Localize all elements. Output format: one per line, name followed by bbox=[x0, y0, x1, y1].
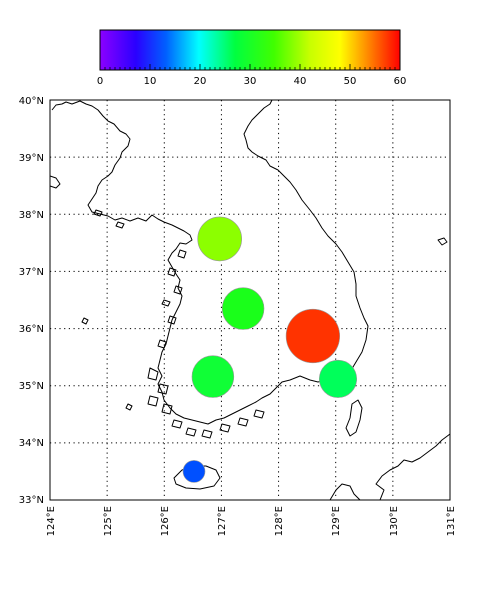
longitude-label: 126°E bbox=[160, 506, 171, 536]
ulleungdo-coastline bbox=[437, 237, 448, 246]
latitude-label: 36°N bbox=[19, 324, 44, 335]
west-coast-islands bbox=[81, 209, 265, 439]
longitude-label: 127°E bbox=[217, 506, 228, 536]
colorbar-tick-label: 10 bbox=[144, 76, 157, 87]
longitude-label: 131°E bbox=[446, 506, 457, 536]
latitude-label: 37°N bbox=[19, 267, 44, 278]
station-circle bbox=[318, 359, 357, 398]
colorbar-gradient bbox=[99, 29, 401, 71]
latitude-label: 39°N bbox=[19, 153, 44, 164]
station-circle bbox=[191, 355, 235, 398]
korean-peninsula-coastline bbox=[51, 100, 369, 425]
longitude-label: 129°E bbox=[331, 506, 342, 536]
station-circle bbox=[197, 216, 242, 262]
colorbar-tick-labels: 0 10 20 30 40 50 60 bbox=[97, 76, 407, 87]
longitude-labels: 124°E 125°E 126°E 127°E 128°E 129°E 130°… bbox=[46, 506, 457, 536]
station-circle bbox=[221, 287, 265, 330]
station-circle bbox=[285, 308, 341, 364]
colorbar-tick-label: 0 bbox=[97, 76, 103, 87]
latitude-label: 40°N bbox=[19, 96, 44, 107]
map-frame bbox=[49, 99, 451, 501]
longitude-label: 125°E bbox=[103, 506, 114, 536]
latitude-label: 33°N bbox=[19, 495, 44, 506]
tsushima-coastline bbox=[345, 399, 363, 437]
latitude-label: 38°N bbox=[19, 210, 44, 221]
station-circle bbox=[182, 460, 206, 483]
map-panel bbox=[49, 99, 451, 501]
longitude-label: 124°E bbox=[46, 506, 57, 536]
colorbar-tick-label: 60 bbox=[394, 76, 407, 87]
longitude-label: 130°E bbox=[389, 506, 400, 536]
latitude-labels: 33°N 34°N 35°N 36°N 37°N 38°N 39°N 40°N bbox=[19, 96, 44, 506]
longitude-label: 128°E bbox=[274, 506, 285, 536]
colorbar-tick-label: 50 bbox=[344, 76, 357, 87]
colorbar-ticks bbox=[99, 64, 401, 70]
colorbar-tick-label: 20 bbox=[194, 76, 207, 87]
station-markers bbox=[182, 216, 357, 483]
latitude-label: 35°N bbox=[19, 381, 44, 392]
colorbar: 0 10 20 30 40 50 60 bbox=[97, 29, 407, 87]
japan-coastline bbox=[329, 433, 450, 500]
colorbar-tick-label: 30 bbox=[244, 76, 257, 87]
liaodong-coastline bbox=[50, 175, 61, 189]
map-grid bbox=[50, 100, 450, 500]
colorbar-tick-label: 40 bbox=[294, 76, 307, 87]
latitude-label: 34°N bbox=[19, 438, 44, 449]
